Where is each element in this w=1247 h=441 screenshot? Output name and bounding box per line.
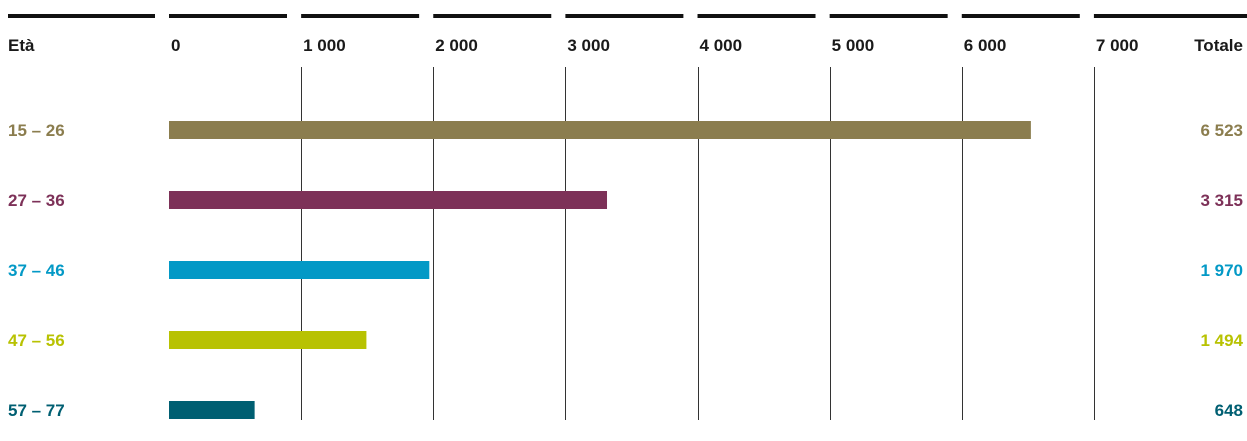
x-tick-label-7000: 7 000 [1096, 36, 1139, 55]
header-rule-1 [301, 14, 420, 18]
header-rule-2 [433, 14, 552, 18]
bar-row: 15 – 26 6 523 [8, 121, 1243, 140]
x-tick-label-4000: 4 000 [700, 36, 743, 55]
gridlines [301, 67, 1095, 420]
bar-row: 47 – 56 1 494 [8, 331, 1244, 350]
total-label: 3 315 [1200, 191, 1243, 210]
total-header: Totale [1194, 36, 1243, 55]
bar-row: 57 – 77 648 [8, 401, 1243, 420]
total-label: 1 494 [1200, 331, 1243, 350]
total-label: 1 970 [1200, 261, 1243, 280]
bar [169, 121, 1031, 139]
bar-row: 27 – 36 3 315 [8, 191, 1243, 210]
header-rule-4 [697, 14, 816, 18]
bar [169, 331, 367, 349]
bar-row: 37 – 46 1 970 [8, 261, 1243, 280]
header-rule-category [8, 14, 155, 18]
category-label: 37 – 46 [8, 261, 65, 280]
bar [169, 401, 255, 419]
x-tick-label-6000: 6 000 [964, 36, 1007, 55]
x-tick-label-2000: 2 000 [435, 36, 478, 55]
bar [169, 261, 430, 279]
total-label: 648 [1215, 401, 1243, 420]
total-label: 6 523 [1200, 121, 1243, 140]
x-tick-label-5000: 5 000 [832, 36, 875, 55]
x-tick-label-3000: 3 000 [567, 36, 610, 55]
header-rules [8, 14, 1247, 18]
header-rule-6 [961, 14, 1080, 18]
category-label: 15 – 26 [8, 121, 65, 140]
category-label: 47 – 56 [8, 331, 65, 350]
header-rule-3 [565, 14, 684, 18]
category-header: Età [8, 36, 35, 55]
header-rule-7 [1093, 14, 1247, 18]
category-label: 27 – 36 [8, 191, 65, 210]
header-rule-0 [169, 14, 287, 18]
x-tick-label-0: 0 [171, 36, 180, 55]
x-tick-label-1000: 1 000 [303, 36, 346, 55]
bar [169, 191, 608, 209]
header-rule-5 [829, 14, 948, 18]
x-tick-labels: 0 1 000 2 000 3 000 4 000 5 000 6 000 7 000 [171, 36, 1138, 55]
category-label: 57 – 77 [8, 401, 65, 420]
bar-rows: 15 – 26 6 523 27 – 36 3 315 37 – 46 1 970 47 –… [8, 121, 1244, 420]
